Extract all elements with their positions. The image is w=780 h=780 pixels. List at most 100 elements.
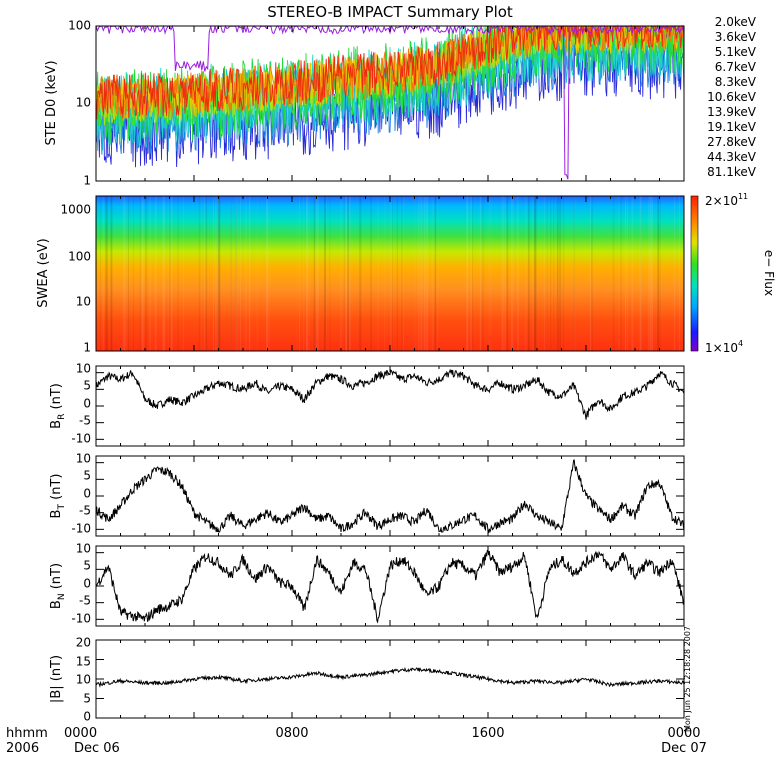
swea-spectrogram [96,196,684,351]
swea-streak [347,196,349,351]
swea-streak [308,196,310,351]
swea-streak [482,196,485,351]
swea-streak [466,196,468,351]
legend-item-3-6kev: 3.6keV [715,30,757,44]
bt-frame [95,455,685,537]
ste-channel-1-line [95,25,685,168]
swea-streak [544,196,545,351]
swea-streak [501,196,504,351]
bn-ytick-m10: -10 [71,612,91,626]
swea-streak [235,196,237,351]
swea-streak [423,196,426,351]
tick-marks [95,26,685,719]
swea-streak [528,196,530,351]
swea-streak [110,196,111,351]
swea-streak [618,196,620,351]
swea-streak [470,196,472,351]
swea-streak [435,196,436,351]
legend-item-81-1kev: 81.1keV [707,165,757,179]
swea-streak [248,196,251,351]
swea-streak [169,196,171,351]
swea-streak [317,196,319,351]
br-ytick-m10: -10 [71,432,91,446]
swea-streak [437,196,439,351]
swea-streak [591,196,593,351]
swea-streak [235,196,237,351]
swea-streak [348,196,350,351]
bt-ytick-10: 10 [76,452,91,466]
swea-streak [139,196,141,351]
swea-streak [99,196,101,351]
swea-ylabel: SWEA (eV) [36,238,51,307]
bmag-ytick-10: 10 [76,673,91,687]
swea-streak [528,196,530,351]
swea-streak [245,196,247,351]
swea-streak [632,196,634,351]
swea-streak [360,196,362,351]
bmag-series-line [95,666,685,688]
swea-streak [377,196,379,351]
bt-series-line [95,459,685,534]
swea-streak [532,196,534,351]
swea-streak [229,196,232,351]
colorbar-title: e− Flux [762,250,776,296]
bn-ytick-m5: -5 [79,594,91,608]
swea-streak [198,196,201,351]
swea-streak [639,196,642,351]
swea-streak [217,196,219,351]
bn-frame [95,545,685,627]
colorbar-max-label: 2×1011 [705,192,748,208]
swea-streak [345,196,347,351]
time-tick-1600: 1600 [471,726,504,741]
swea-streak [154,196,157,351]
swea-streak [219,196,220,351]
time-tick-0000-date: Dec 06 [74,741,120,756]
swea-streak [590,196,592,351]
legend-item-13-9kev: 13.9keV [707,105,757,119]
swea-ytick-100: 100 [68,250,91,264]
swea-streak [215,196,217,351]
swea-streak [550,196,552,351]
swea-streak [237,196,239,351]
swea-streak [657,196,659,351]
swea-streak [627,196,628,351]
swea-panel: SWEA (eV) 1000 100 10 1 [36,195,685,355]
swea-streak [345,196,347,351]
swea-streak [559,196,562,351]
swea-streak [219,196,221,351]
swea-streak [488,196,490,351]
swea-streak [239,196,241,351]
swea-streak [673,196,675,351]
bmag-ytick-20: 20 [76,636,91,650]
swea-streak [324,196,326,351]
swea-streak [344,196,346,351]
time-axis-row1-label: hhmm [6,726,48,741]
swea-streak [218,196,220,351]
page-title: STEREO-B IMPACT Summary Plot [267,3,513,21]
swea-streak [316,196,318,351]
swea-streak [490,196,492,351]
swea-streak [164,196,166,351]
br-ytick-10: 10 [76,362,91,376]
swea-streak [612,196,615,351]
swea-streak [122,196,124,351]
swea-streak [230,196,232,351]
br-series-line [95,368,685,420]
legend-item-6-7kev: 6.7keV [715,60,757,74]
br-ytick-5: 5 [83,379,91,393]
swea-streak [401,196,403,351]
swea-streak [648,196,650,351]
swea-streak [105,196,107,351]
bn-series-line [95,549,685,624]
swea-streak [125,196,127,351]
bmag-ylabel: |B| (nT) [49,655,64,703]
swea-streak [574,196,576,351]
swea-streak [504,196,506,351]
swea-streak [183,196,184,351]
swea-streak [106,196,108,351]
swea-streak [370,196,372,351]
swea-streak [640,196,642,351]
legend-item-27-8kev: 27.8keV [707,135,757,149]
swea-streak [426,196,429,351]
swea-streak [123,196,126,351]
